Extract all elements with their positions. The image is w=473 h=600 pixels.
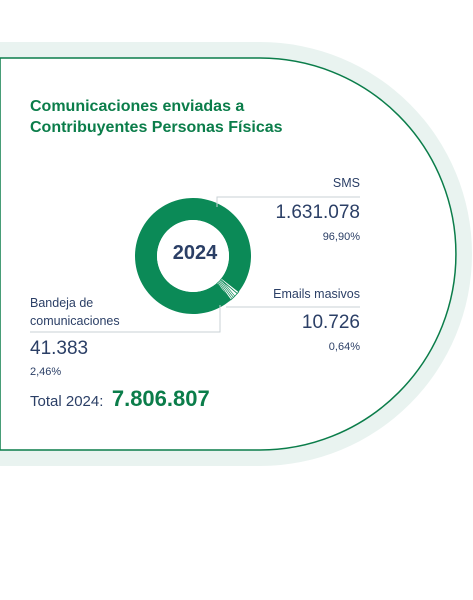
donut-slice-sms — [134, 198, 251, 315]
donut-hatch-line — [218, 280, 233, 300]
slice-label-bandeja-line-1: Bandeja de — [30, 296, 94, 310]
chart-title-line-2: Contribuyentes Personas Físicas — [30, 119, 283, 136]
slice-label-emails: Emails masivos — [273, 287, 360, 301]
total-label: Total 2024: — [30, 393, 104, 410]
slice-value-emails: 10.726 — [301, 312, 360, 333]
slice-value-bandeja: 41.383 — [30, 338, 89, 359]
slice-label-sms: SMS — [332, 176, 360, 190]
total-line: Total 2024: 7.806.807 — [30, 386, 210, 412]
donut-hole — [157, 220, 229, 292]
slice-label-bandeja-line-2: comunicaciones — [30, 314, 120, 328]
donut-hatch-line — [219, 279, 234, 298]
leader-lines — [30, 196, 360, 333]
slice-percent-bandeja: 2,46% — [30, 366, 62, 378]
donut-hatch-line — [217, 282, 230, 302]
donut-center-label: 2024 — [172, 242, 218, 264]
slice-percent-emails: 0,64% — [328, 341, 360, 353]
slice-value-sms: 1.631.078 — [275, 202, 360, 223]
leader-line-bandeja — [30, 305, 221, 333]
donut-hatch-line — [220, 278, 236, 297]
chart-title-line-1: Comunicaciones enviadas a — [30, 98, 245, 115]
donut-chart — [134, 198, 251, 315]
slice-percent-sms: 96,90% — [322, 231, 360, 243]
chart-title: Comunicaciones enviadas a Contribuyentes… — [30, 96, 350, 138]
leader-line-sms — [216, 196, 360, 207]
total-value: 7.806.807 — [111, 386, 210, 411]
donut-hatch-line — [217, 281, 232, 301]
